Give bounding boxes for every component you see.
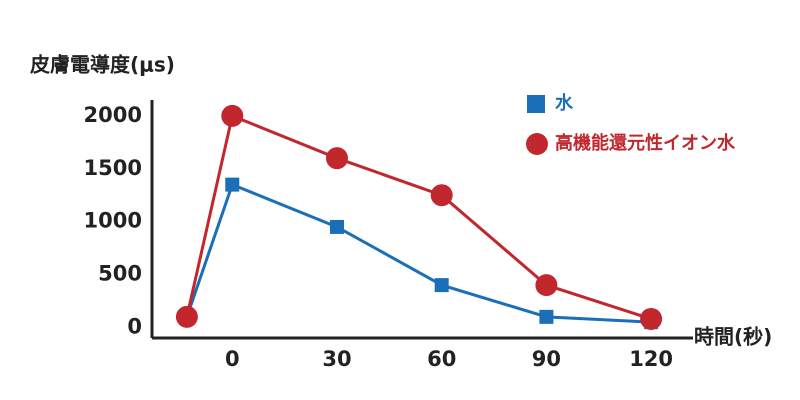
legend-marker: [527, 95, 545, 113]
series-line: [185, 113, 652, 321]
x-tick-label: 120: [629, 347, 673, 371]
marker: [325, 147, 348, 170]
series-line: [185, 182, 652, 324]
y-tick-label: 1500: [84, 156, 142, 180]
legend-label: 高機能還元性イオン水: [555, 132, 736, 154]
marker: [640, 307, 663, 330]
marker: [175, 305, 198, 328]
x-tick-label: 30: [322, 347, 351, 371]
marker: [221, 104, 244, 127]
marker: [430, 184, 453, 207]
y-tick-label: 2000: [84, 103, 142, 127]
x-tick-label: 90: [532, 347, 561, 371]
legend-marker: [526, 133, 548, 155]
x-tick-label: 0: [225, 347, 240, 371]
legend-label: 水: [555, 92, 574, 114]
marker: [329, 219, 344, 234]
x-tick-label: 60: [427, 347, 456, 371]
y-tick-label: 500: [98, 262, 142, 286]
y-tick-label: 1000: [84, 209, 142, 233]
marker: [225, 177, 240, 192]
marker: [535, 274, 558, 297]
marker: [539, 309, 554, 324]
y-axis-label: 皮膚電導度(μs): [30, 53, 175, 77]
y-tick-label: 0: [127, 314, 142, 338]
x-axis-label: 時間(秒): [694, 325, 772, 349]
marker: [434, 278, 449, 293]
